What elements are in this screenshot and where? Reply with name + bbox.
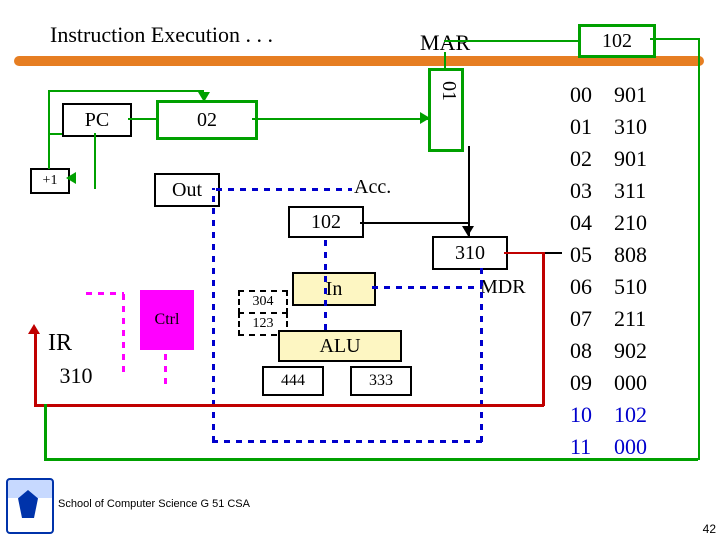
plus-one-label: +1 — [43, 173, 58, 189]
mdr-label: MDR — [480, 276, 526, 299]
alu-label: ALU — [319, 335, 360, 358]
memory-row: 11000 — [564, 432, 661, 462]
memory-row: 02901 — [564, 144, 661, 174]
ir-value: 310 — [44, 360, 108, 392]
memory-row: 00901 — [564, 80, 661, 110]
in-queue-0: 304 — [238, 290, 288, 314]
plus-one: +1 — [30, 168, 70, 194]
in-label: In — [326, 278, 343, 301]
ctrl-label: Ctrl — [155, 311, 180, 329]
slide-number: 42 — [703, 522, 716, 536]
mdr-value-box: 310 — [432, 236, 508, 270]
memory-row: 04210 — [564, 208, 661, 238]
out-block: Out — [154, 173, 220, 207]
mar-value-top: 102 — [578, 24, 656, 58]
memory-row: 09000 — [564, 368, 661, 398]
ir-label: IR — [48, 330, 72, 357]
mar-register-value: 01 — [437, 81, 460, 101]
memory-row: 05808 — [564, 240, 661, 270]
alu-right: 333 — [350, 366, 412, 396]
alu-left: 444 — [262, 366, 324, 396]
footer-text: School of Computer Science G 51 CSA — [58, 498, 250, 510]
mdr-value: 310 — [455, 242, 485, 265]
logo — [6, 478, 54, 534]
memory-row: 10102 — [564, 400, 661, 430]
ir-value-text: 310 — [60, 363, 93, 389]
alu-right-val: 333 — [369, 372, 393, 390]
pc-value: 02 — [197, 109, 217, 132]
mar-register: 01 — [428, 68, 464, 152]
in-queue-1-val: 123 — [253, 316, 274, 332]
mar-value-top-text: 102 — [602, 30, 632, 53]
in-block: In — [292, 272, 376, 306]
alu-block: ALU — [278, 330, 402, 362]
out-label: Out — [172, 179, 202, 202]
acc-label: Acc. — [354, 176, 391, 199]
page-title: Instruction Execution . . . — [50, 22, 273, 48]
pc-value-box: 02 — [156, 100, 258, 140]
ctrl-block: Ctrl — [140, 290, 194, 350]
memory-row: 03311 — [564, 176, 661, 206]
alu-left-val: 444 — [281, 372, 305, 390]
memory-row: 08902 — [564, 336, 661, 366]
pc-label: PC — [85, 109, 109, 132]
memory-row: 07211 — [564, 304, 661, 334]
in-queue-0-val: 304 — [253, 294, 274, 310]
diagram-root: { "title": "Instruction Execution . . ."… — [0, 0, 720, 540]
memory-table: 0090101310029010331104210058080651007211… — [562, 78, 663, 464]
acc-value: 102 — [311, 211, 341, 234]
memory-row: 01310 — [564, 112, 661, 142]
memory-row: 06510 — [564, 272, 661, 302]
pc-block: PC — [62, 103, 132, 137]
